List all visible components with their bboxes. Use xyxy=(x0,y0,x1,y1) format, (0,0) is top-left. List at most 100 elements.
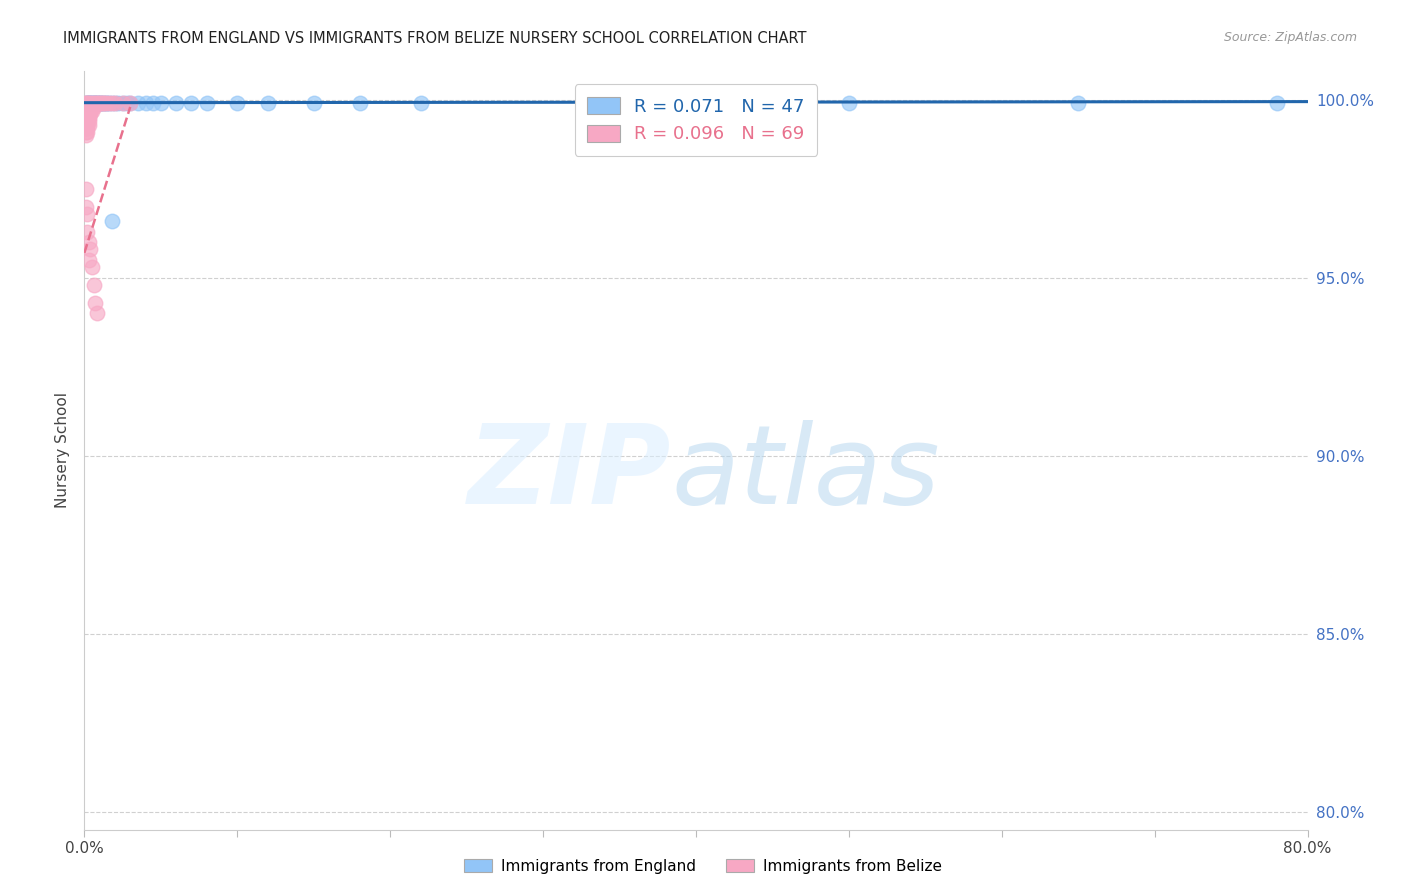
Point xyxy=(111,96,134,111)
Point xyxy=(86,96,108,111)
Point xyxy=(93,96,115,111)
Legend: Immigrants from England, Immigrants from Belize: Immigrants from England, Immigrants from… xyxy=(458,853,948,880)
Point xyxy=(75,118,97,132)
Point xyxy=(75,114,97,128)
Point xyxy=(86,96,108,111)
Point xyxy=(84,96,107,111)
Point xyxy=(80,96,103,111)
Legend: R = 0.071   N = 47, R = 0.096   N = 69: R = 0.071 N = 47, R = 0.096 N = 69 xyxy=(575,84,817,156)
Point xyxy=(77,111,100,125)
Text: ZIP: ZIP xyxy=(468,420,672,526)
Point xyxy=(76,107,98,121)
Point xyxy=(83,96,105,111)
Point xyxy=(91,96,114,111)
Point xyxy=(149,96,172,111)
Point xyxy=(77,114,100,128)
Point xyxy=(76,96,98,111)
Point xyxy=(75,96,97,111)
Point xyxy=(195,96,218,111)
Point xyxy=(76,114,98,128)
Point xyxy=(111,96,134,111)
Point xyxy=(75,200,97,214)
Point xyxy=(84,96,107,111)
Point xyxy=(77,107,100,121)
Point xyxy=(76,96,98,111)
Point xyxy=(87,96,110,111)
Point xyxy=(77,103,100,118)
Point xyxy=(79,243,101,257)
Point xyxy=(75,103,97,118)
Point xyxy=(80,260,103,274)
Point xyxy=(75,125,97,139)
Point xyxy=(77,100,100,114)
Point xyxy=(75,103,97,118)
Point xyxy=(84,96,107,111)
Point xyxy=(75,107,97,121)
Point xyxy=(83,96,105,111)
Point xyxy=(76,111,98,125)
Point xyxy=(76,121,98,136)
Point xyxy=(104,96,127,111)
Point xyxy=(226,96,249,111)
Point xyxy=(76,96,98,111)
Point xyxy=(86,96,108,111)
Point xyxy=(77,96,100,111)
Point xyxy=(1265,96,1288,111)
Point xyxy=(302,96,325,111)
Point xyxy=(77,118,100,132)
Point xyxy=(75,121,97,136)
Point xyxy=(75,114,97,128)
Point xyxy=(76,125,98,139)
Point xyxy=(94,96,117,111)
Point xyxy=(77,253,100,268)
Point xyxy=(77,96,100,111)
Point xyxy=(97,96,120,111)
Point xyxy=(80,96,103,111)
Point xyxy=(76,118,98,132)
Point xyxy=(101,96,124,111)
Point xyxy=(165,96,187,111)
Point xyxy=(120,96,142,111)
Point xyxy=(79,103,101,118)
Point xyxy=(83,277,105,292)
Point xyxy=(76,225,98,239)
Point xyxy=(76,103,98,118)
Point xyxy=(80,103,103,118)
Point xyxy=(120,96,142,111)
Point xyxy=(96,96,118,111)
Point xyxy=(80,96,103,111)
Point xyxy=(79,107,101,121)
Point xyxy=(87,96,110,111)
Point xyxy=(75,121,97,136)
Point xyxy=(79,100,101,114)
Point xyxy=(84,295,107,310)
Point xyxy=(75,100,97,114)
Point xyxy=(75,96,97,111)
Point xyxy=(83,100,105,114)
Text: Source: ZipAtlas.com: Source: ZipAtlas.com xyxy=(1223,31,1357,45)
Point xyxy=(94,96,117,111)
Point xyxy=(75,128,97,143)
Point xyxy=(79,96,101,111)
Point xyxy=(101,96,124,111)
Point xyxy=(75,107,97,121)
Text: atlas: atlas xyxy=(672,420,941,526)
Point xyxy=(90,96,112,111)
Point xyxy=(75,103,97,118)
Point xyxy=(89,96,111,111)
Point xyxy=(76,207,98,221)
Point xyxy=(115,96,138,111)
Point xyxy=(75,111,97,125)
Point xyxy=(79,96,101,111)
Point xyxy=(180,96,202,111)
Point xyxy=(409,96,432,111)
Point xyxy=(93,96,115,111)
Point xyxy=(86,306,108,320)
Point xyxy=(76,100,98,114)
Point xyxy=(80,100,103,114)
Point xyxy=(75,100,97,114)
Point xyxy=(135,96,157,111)
Point xyxy=(838,96,860,111)
Point xyxy=(91,96,114,111)
Point xyxy=(77,235,100,250)
